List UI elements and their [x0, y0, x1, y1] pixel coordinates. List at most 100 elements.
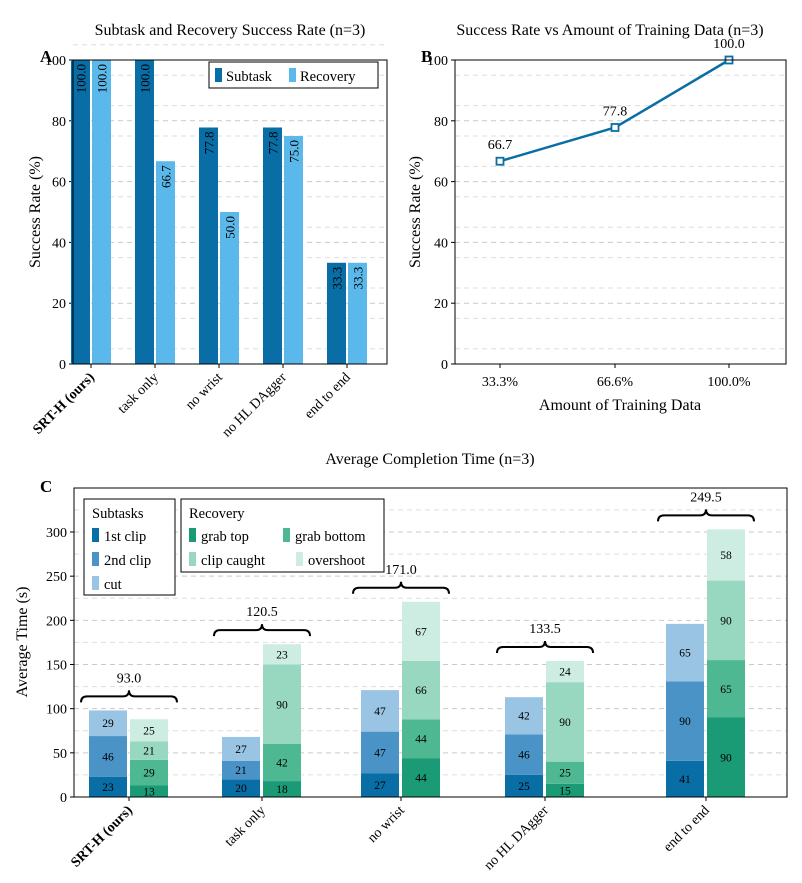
- x-tick-label: no HL DAgger: [220, 370, 290, 440]
- data-label: 66.7: [488, 138, 513, 153]
- stack-segment-1st-clip: [361, 773, 399, 797]
- x-tick-label: no HL DAgger: [482, 803, 552, 873]
- stack-segment-2nd-clip: [505, 734, 543, 775]
- bar-value-label: 77.8: [266, 131, 281, 154]
- stack-segment-grab-top: [546, 783, 584, 797]
- bar-value-label: 66.7: [159, 165, 174, 188]
- data-point: [495, 156, 505, 166]
- y-tick-label: 60: [434, 176, 448, 191]
- y-tick-label: 40: [434, 236, 448, 251]
- stack-segment-2nd-clip: [222, 760, 260, 780]
- recovery-legend: Recovery grab top grab bottom clip caught ov…: [180, 498, 385, 573]
- y-tick-label: 250: [46, 570, 67, 585]
- segment-value-label: 90: [559, 717, 571, 729]
- legend-label: cut: [104, 577, 122, 593]
- panel-b-title: Success Rate vs Amount of Training Data …: [456, 22, 763, 39]
- legend-swatch: [283, 528, 290, 542]
- segment-value-label: 29: [143, 768, 155, 780]
- x-tick-label: 100.0%: [707, 375, 751, 390]
- segment-value-label: 90: [720, 752, 732, 764]
- legend-label: 1st clip: [104, 529, 146, 545]
- segment-value-label: 67: [415, 626, 427, 638]
- segment-value-label: 27: [235, 744, 247, 756]
- stack-segment-1st-clip: [666, 760, 704, 797]
- legend-box: [83, 498, 176, 596]
- stack-segment-1st-clip: [505, 774, 543, 797]
- segment-value-label: 20: [235, 783, 247, 795]
- legend-swatch: [92, 552, 99, 566]
- bar-recovery: [348, 262, 367, 364]
- segment-value-label: 90: [679, 716, 691, 728]
- segment-value-label: 21: [235, 765, 247, 777]
- bar-value-label: 100.0: [138, 64, 153, 93]
- panel-c-y-axis-label: Average Time (s): [14, 587, 31, 698]
- y-tick-label: 0: [441, 358, 448, 373]
- legend-label: 2nd clip: [104, 553, 151, 569]
- segment-value-label: 25: [559, 768, 571, 780]
- panel-c: Average Completion Time (n=3) C 0 50 100 150 2…: [14, 451, 788, 873]
- panel-b-frame: [454, 59, 787, 365]
- segment-value-label: 29: [102, 718, 114, 730]
- bar-value-label: 75.0: [287, 140, 302, 163]
- x-tick-label: no wrist: [365, 803, 408, 846]
- bar-recovery: [220, 212, 239, 364]
- y-tick-label: 100: [45, 54, 66, 69]
- bar-recovery: [284, 136, 303, 364]
- total-label: 249.5: [690, 490, 722, 505]
- bar-value-label: 33.3: [330, 267, 345, 290]
- y-tick-label: 0: [59, 358, 66, 373]
- y-tick-label: 80: [434, 115, 448, 130]
- x-tick-label: task only: [222, 803, 269, 850]
- y-tick-label: 100: [427, 54, 448, 69]
- y-tick-label: 150: [46, 659, 67, 674]
- stack-segment-grab-top: [402, 758, 440, 797]
- segment-value-label: 25: [143, 725, 155, 737]
- legend-swatch: [92, 576, 99, 590]
- stack-segment-overshoot: [546, 660, 584, 683]
- segment-value-label: 65: [720, 684, 732, 696]
- stack-segment-overshoot: [707, 529, 745, 581]
- x-tick-label: end to end: [302, 370, 354, 422]
- total-label: 171.0: [385, 563, 417, 578]
- panel-c-letter: C: [40, 477, 52, 496]
- bar-value-label: 33.3: [351, 267, 366, 290]
- legend-label: grab top: [201, 529, 249, 545]
- segment-value-label: 46: [102, 751, 114, 763]
- y-tick-label: 20: [434, 297, 448, 312]
- legend-label: clip caught: [201, 553, 265, 569]
- bar-value-label: 50.0: [223, 216, 238, 239]
- x-tick-label: SRT-H (ours): [68, 803, 136, 871]
- segment-value-label: 47: [374, 747, 386, 759]
- bar-subtask: [71, 60, 90, 364]
- stack-segment-clip-caught: [546, 682, 584, 762]
- subtasks-legend: Subtasks 1st clip 2nd clip cut: [83, 498, 176, 596]
- stack-segment-overshoot: [402, 601, 440, 661]
- panel-b: Success Rate vs Amount of Training Data …: [407, 22, 787, 414]
- stack-segment-clip-caught: [707, 580, 745, 661]
- legend-label: grab bottom: [295, 529, 366, 545]
- panel-c-frame: [73, 487, 788, 798]
- bar-subtask: [263, 127, 282, 364]
- x-tick-label: task only: [115, 370, 162, 417]
- x-tick-label: 66.6%: [597, 375, 634, 390]
- stack-segment-cut: [89, 710, 127, 737]
- segment-value-label: 44: [415, 734, 427, 746]
- total-brace: [352, 581, 450, 594]
- stack-segment-1st-clip: [89, 776, 127, 797]
- segment-value-label: 47: [374, 706, 386, 718]
- x-tick-label: no wrist: [183, 370, 226, 413]
- stack-segment-grab-top: [707, 717, 745, 797]
- segment-value-label: 23: [276, 649, 288, 661]
- panel-c-title: Average Completion Time (n=3): [325, 451, 534, 468]
- legend-box: [180, 498, 385, 573]
- stack-segment-cut: [666, 623, 704, 682]
- stack-segment-2nd-clip: [666, 681, 704, 761]
- stack-segment-clip-caught: [263, 664, 301, 744]
- stack-segment-clip-caught: [130, 741, 168, 760]
- data-label: 77.8: [603, 104, 628, 119]
- legend-swatch: [92, 528, 99, 542]
- total-label: 93.0: [117, 671, 142, 686]
- panel-b-letter: B: [421, 47, 432, 66]
- stack-segment-overshoot: [263, 644, 301, 665]
- segment-value-label: 23: [102, 782, 114, 794]
